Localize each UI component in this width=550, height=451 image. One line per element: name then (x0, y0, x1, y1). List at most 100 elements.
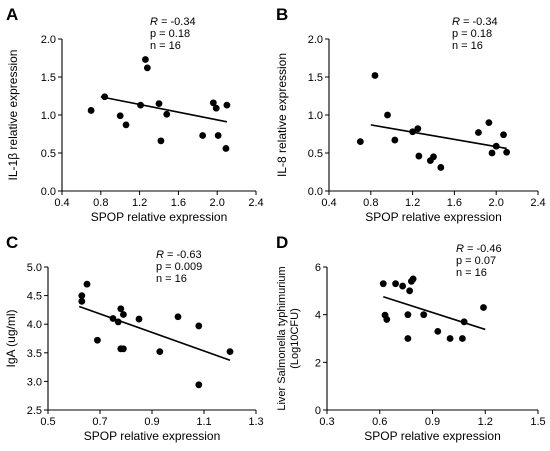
x-tick-label: 1.2 (132, 197, 147, 209)
stat-annotation: p = 0.18 (452, 28, 492, 40)
stat-annotation: n = 16 (452, 40, 483, 52)
data-point (392, 280, 399, 288)
stat-annotation: p = 0.009 (156, 261, 202, 273)
data-point (503, 148, 511, 156)
data-point (434, 327, 442, 335)
x-tick-label: 0.8 (363, 197, 378, 209)
stat-annotation: p = 0.18 (150, 28, 190, 40)
x-axis-label: SPOP relative expression (365, 210, 502, 224)
data-point (414, 125, 422, 133)
data-point (94, 336, 101, 344)
y-tick-label: 1.5 (308, 72, 323, 84)
data-point (492, 142, 500, 150)
x-tick-label: 1.1 (196, 416, 211, 428)
x-tick-label: 0.5 (40, 416, 55, 428)
data-point (383, 316, 391, 323)
data-point (404, 311, 412, 319)
stat-annotation: R = -0.46 (456, 243, 502, 255)
panel-label: C (6, 233, 18, 252)
data-point (209, 99, 217, 107)
data-point (78, 292, 86, 299)
x-tick-label: 0.4 (54, 197, 69, 209)
data-point (384, 111, 391, 119)
y-tick-label: 0.5 (41, 148, 56, 160)
data-point (420, 311, 428, 319)
data-point (117, 305, 125, 313)
data-point (485, 119, 493, 126)
data-point (199, 132, 207, 139)
x-tick-label: 2.4 (530, 197, 545, 209)
data-point (226, 348, 234, 356)
data-point (120, 345, 127, 353)
stat-annotation: n = 16 (456, 267, 487, 279)
y-axis-label: IgA (ug/ml) (4, 309, 18, 367)
data-point (87, 107, 95, 114)
data-point (446, 335, 454, 342)
data-point (122, 121, 130, 129)
data-point (458, 335, 466, 342)
panel-label: A (6, 5, 18, 24)
y-tick-label: 2 (315, 357, 321, 369)
y-tick-label: 2.0 (308, 34, 323, 46)
y-axis-label: IL-8 relative expression (275, 53, 289, 177)
data-point (163, 110, 171, 118)
x-tick-label: 0.9 (144, 416, 159, 428)
data-point (114, 318, 122, 326)
stat-annotation: n = 16 (150, 40, 181, 52)
y-tick-label: 3.0 (27, 376, 42, 388)
x-tick-label: 2.0 (489, 197, 504, 209)
panel-label: B (276, 5, 288, 24)
y-axis-label: IL-1β relative expression (6, 50, 20, 181)
x-tick-label: 0.4 (321, 197, 336, 209)
x-tick-label: 1.6 (171, 197, 186, 209)
data-point (137, 101, 144, 109)
x-tick-label: 0.3 (319, 416, 334, 428)
y-tick-label: 0.0 (41, 186, 56, 198)
x-tick-label: 1.2 (478, 416, 493, 428)
data-point (475, 129, 482, 136)
data-point (212, 104, 220, 112)
x-tick-label: 1.6 (447, 197, 462, 209)
x-axis-label: SPOP relative expression (91, 210, 228, 224)
data-point (488, 149, 496, 157)
stat-annotation: R = -0.63 (156, 249, 202, 261)
y-axis-label: Liver Salmonella typhimurium (276, 266, 288, 410)
regression-line (370, 124, 507, 150)
x-tick-label: 0.7 (92, 416, 107, 428)
y-tick-label: 1.5 (41, 72, 56, 84)
data-point (500, 131, 507, 139)
data-point (116, 112, 124, 120)
data-point (156, 348, 164, 356)
data-point (437, 164, 445, 171)
data-point (142, 56, 149, 63)
y-tick-label: 0 (315, 405, 321, 417)
y-tick-label: 0.0 (308, 186, 323, 198)
x-axis-label: SPOP relative expression (84, 429, 221, 443)
data-point (174, 313, 182, 321)
data-point (409, 275, 417, 283)
x-tick-label: 2.0 (210, 197, 225, 209)
data-point (157, 137, 165, 145)
data-point (409, 128, 416, 136)
y-tick-label: 2.5 (27, 405, 42, 417)
y-tick-label: 3.5 (27, 348, 42, 360)
y-tick-label: 4 (315, 310, 321, 322)
data-point (460, 318, 468, 326)
data-point (391, 136, 399, 144)
data-point (143, 64, 151, 72)
x-tick-label: 0.6 (372, 416, 387, 428)
data-point (214, 132, 222, 139)
y-tick-label: 4.0 (27, 319, 42, 331)
y-tick-label: 5.0 (27, 262, 42, 274)
x-tick-label: 1.5 (530, 416, 545, 428)
chart-panel-d: D 0.3 0.6 0.9 1.2 1.5 0 2 4 6 SPOP relative expres… (276, 233, 546, 443)
data-point (78, 297, 86, 305)
data-point (109, 315, 117, 322)
chart-panel-c: C 0.5 0.7 0.9 1.1 1.3 2.5 3.0 3.5 4.0 4.5 5.0 SPOP r… (4, 233, 264, 443)
data-point (222, 145, 230, 152)
data-point (195, 322, 203, 330)
data-point (379, 280, 387, 288)
data-point (404, 335, 412, 342)
data-point (430, 153, 437, 161)
